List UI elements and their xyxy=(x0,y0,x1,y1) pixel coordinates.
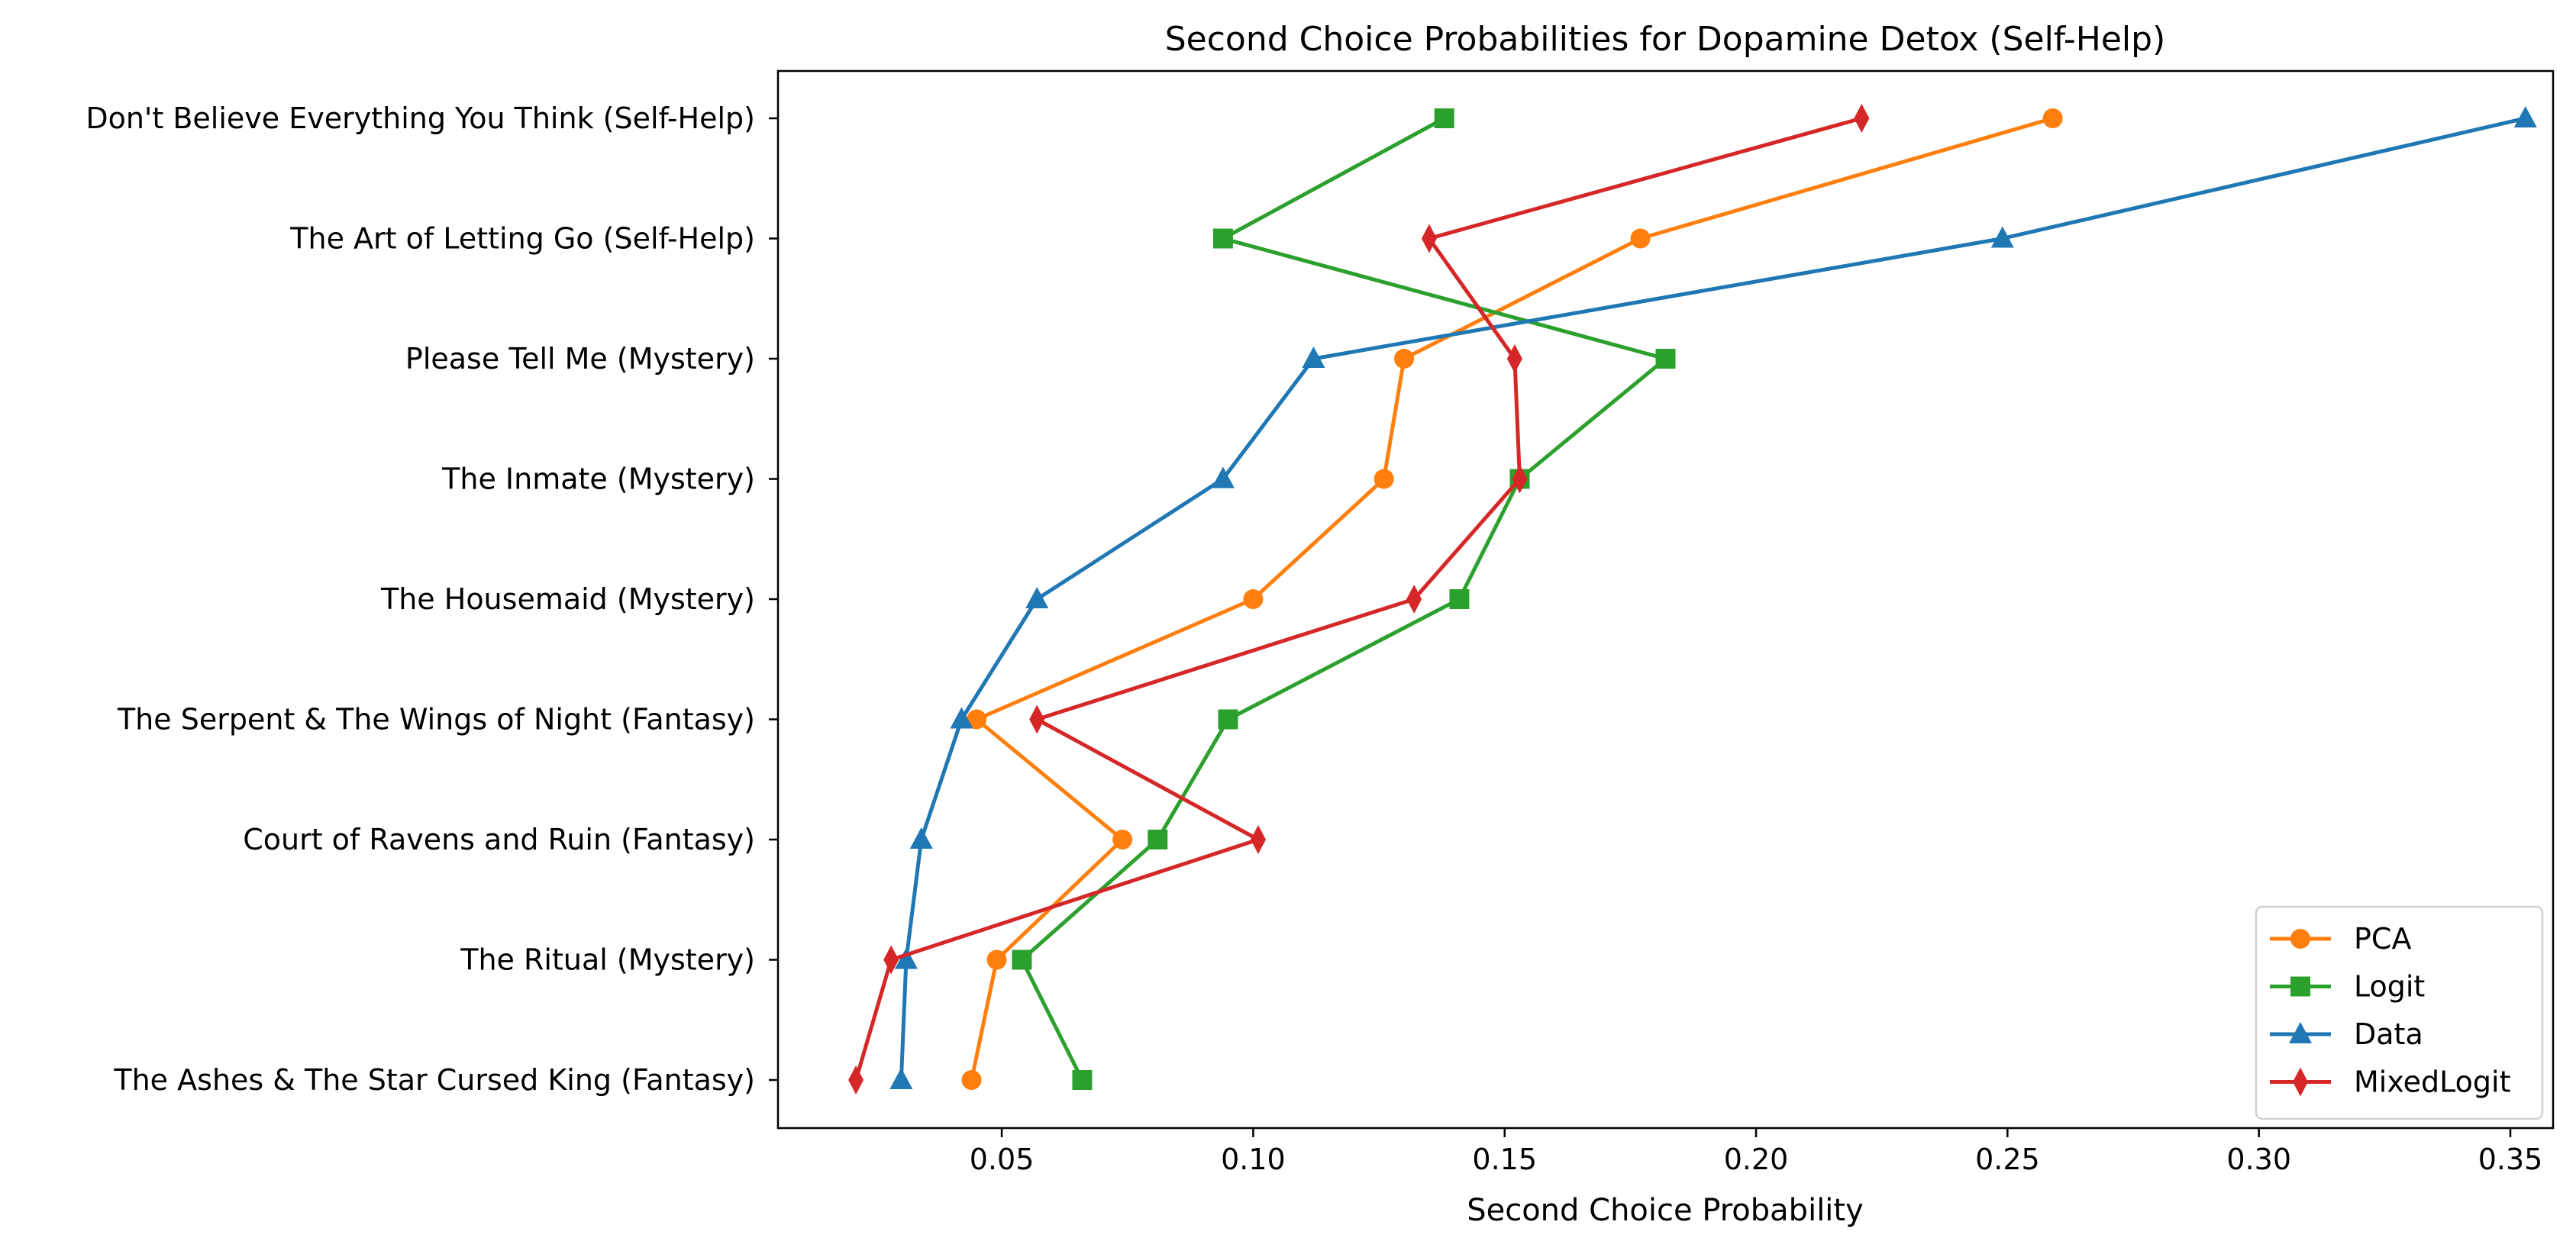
data-point-data xyxy=(1211,466,1235,488)
data-point-pca xyxy=(967,709,987,730)
data-point-data xyxy=(889,1068,913,1089)
y-tick-label: The Inmate (Mystery) xyxy=(441,463,755,496)
x-tick-label: 0.25 xyxy=(1975,1143,2040,1176)
data-point-data xyxy=(894,947,918,969)
legend-box xyxy=(2255,905,2544,1120)
data-point-logit xyxy=(1434,108,1454,128)
legend-marker-data xyxy=(2289,1022,2312,1043)
legend-marker-pca xyxy=(2290,929,2310,949)
data-point-logit xyxy=(1012,949,1032,970)
data-point-mixedlogit xyxy=(1421,224,1437,253)
data-point-pca xyxy=(961,1070,982,1090)
data-point-logit xyxy=(1148,830,1168,849)
data-point-logit xyxy=(1072,1070,1093,1090)
y-tick-label: The Art of Letting Go (Self-Help) xyxy=(289,222,755,256)
legend-label-pca: PCA xyxy=(2354,922,2411,956)
data-point-pca xyxy=(1243,589,1264,609)
data-point-data xyxy=(909,827,933,849)
data-point-pca xyxy=(1630,228,1651,249)
x-tick-label: 0.20 xyxy=(1724,1143,1789,1176)
data-point-pca xyxy=(986,949,1007,970)
x-tick-label: 0.05 xyxy=(970,1143,1035,1176)
legend: PCA Logit Data MixedLogit xyxy=(2255,905,2544,1120)
legend-marker-mixedlogit xyxy=(2293,1067,2308,1097)
data-point-pca xyxy=(2042,108,2063,128)
legend-marker-logit xyxy=(2290,976,2310,997)
y-tick-label: The Housemaid (Mystery) xyxy=(380,582,755,616)
data-point-mixedlogit xyxy=(848,1065,864,1094)
data-point-logit xyxy=(1449,589,1470,609)
data-point-pca xyxy=(1374,469,1394,489)
data-point-mixedlogit xyxy=(1406,585,1422,614)
x-axis-label: Second Choice Probability xyxy=(1467,1193,1864,1228)
data-point-data xyxy=(1302,347,1325,368)
data-point-mixedlogit xyxy=(883,945,899,975)
y-tick-label: The Ritual (Mystery) xyxy=(460,943,755,977)
data-point-data xyxy=(950,707,973,729)
legend-label-logit: Logit xyxy=(2354,970,2425,1004)
data-point-logit xyxy=(1218,709,1238,730)
data-point-data xyxy=(1990,226,2014,248)
data-point-data xyxy=(1025,587,1049,608)
y-tick-label: The Serpent & The Wings of Night (Fantas… xyxy=(117,703,755,737)
y-tick-label: Court of Ravens and Ruin (Fantasy) xyxy=(243,823,755,856)
data-point-mixedlogit xyxy=(1029,704,1045,734)
y-tick-label: Don't Believe Everything You Think (Self… xyxy=(86,102,755,135)
chart-title: Second Choice Probabilities for Dopamine… xyxy=(1165,20,2166,59)
data-point-mixedlogit xyxy=(1854,104,1870,133)
plot-area: 0.05 0.10 0.15 0.20 0.25 0.30 0.35 Don't Believ… xyxy=(86,69,2555,1176)
data-point-mixedlogit xyxy=(1251,825,1267,854)
y-tick-label: Please Tell Me (Mystery) xyxy=(405,342,755,376)
x-tick-label: 0.30 xyxy=(2226,1143,2291,1176)
data-point-mixedlogit xyxy=(1506,344,1522,373)
data-point-data xyxy=(2513,106,2537,127)
legend-label-data: Data xyxy=(2354,1017,2423,1051)
data-point-logit xyxy=(1655,349,1676,369)
x-tick-label: 0.35 xyxy=(2478,1143,2543,1176)
x-tick-label: 0.15 xyxy=(1472,1143,1537,1176)
data-point-mixedlogit xyxy=(1512,464,1528,494)
data-point-logit xyxy=(1212,228,1233,249)
y-tick-label: The Ashes & The Star Cursed King (Fantas… xyxy=(113,1063,755,1097)
x-tick-label: 0.10 xyxy=(1221,1143,1286,1176)
legend-label-mixedlogit: MixedLogit xyxy=(2354,1065,2511,1099)
data-point-pca xyxy=(1394,349,1415,369)
data-point-pca xyxy=(1112,830,1133,849)
